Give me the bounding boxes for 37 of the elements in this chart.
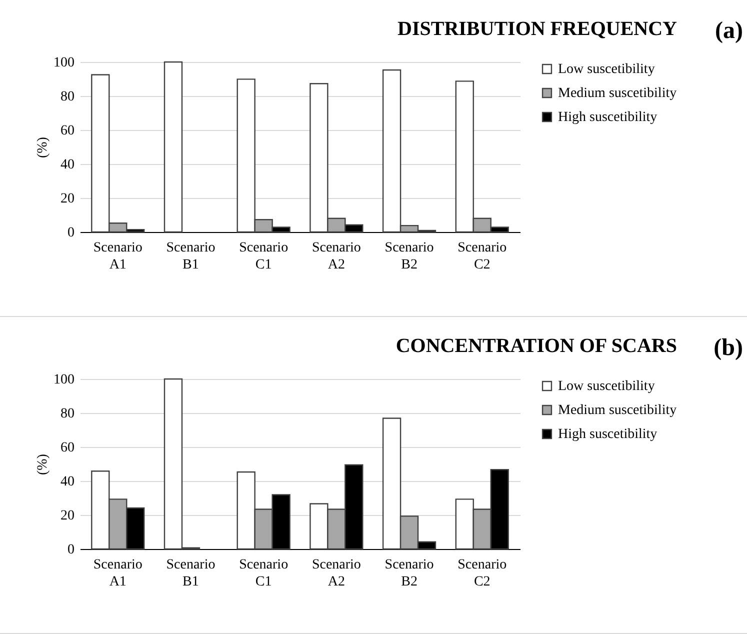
y-tick-label: 40 (60, 474, 74, 490)
legend-label: Medium suscetibility (558, 403, 677, 418)
y-axis-title: (%) (36, 136, 50, 158)
x-tick-label: Scenario C2 (458, 240, 507, 272)
y-tick-label: 80 (60, 90, 74, 104)
x-tick-label: Scenario B2 (384, 240, 434, 272)
y-tick-label: 40 (60, 158, 74, 172)
x-tick-label: Scenario B1 (166, 240, 216, 272)
x-tick-label: Scenario A2 (312, 558, 361, 590)
x-tick-label: Scenario C1 (239, 558, 288, 590)
chart-title: CONCENTRATION OF SCARS (396, 335, 677, 357)
y-axis-title: (%) (36, 454, 50, 475)
x-tick-label: Scenario C2 (458, 558, 507, 590)
x-tick-label: Scenario C1 (239, 240, 288, 272)
y-tick-label: 0 (68, 226, 74, 240)
y-tick-label: 100 (54, 56, 74, 70)
legend-label: Low suscetibility (558, 379, 655, 394)
y-tick-label: 20 (60, 192, 74, 206)
legend-label: High suscetibility (558, 427, 658, 442)
x-tick-label: Scenario B1 (166, 558, 216, 590)
legend-label: Medium suscetibility (558, 86, 677, 101)
legend-label: Low suscetibility (558, 62, 655, 77)
legend-label: High suscetibility (558, 110, 658, 125)
y-tick-label: 80 (60, 406, 74, 422)
bar (164, 61, 183, 233)
y-tick-label: 20 (60, 508, 74, 524)
text: (a) (715, 18, 743, 45)
y-tick-label: 100 (54, 372, 74, 388)
text: (b) (714, 335, 743, 362)
x-tick-label: Scenario A1 (93, 558, 142, 590)
x-tick-label: Scenario A2 (312, 240, 361, 272)
y-tick-label: 60 (60, 124, 74, 138)
x-tick-label: Scenario B2 (384, 558, 434, 590)
chart-title: DISTRIBUTION FREQUENCY (398, 18, 678, 40)
y-tick-label: 60 (60, 440, 74, 456)
x-tick-label: Scenario A1 (93, 240, 142, 272)
y-tick-label: 0 (68, 542, 74, 558)
